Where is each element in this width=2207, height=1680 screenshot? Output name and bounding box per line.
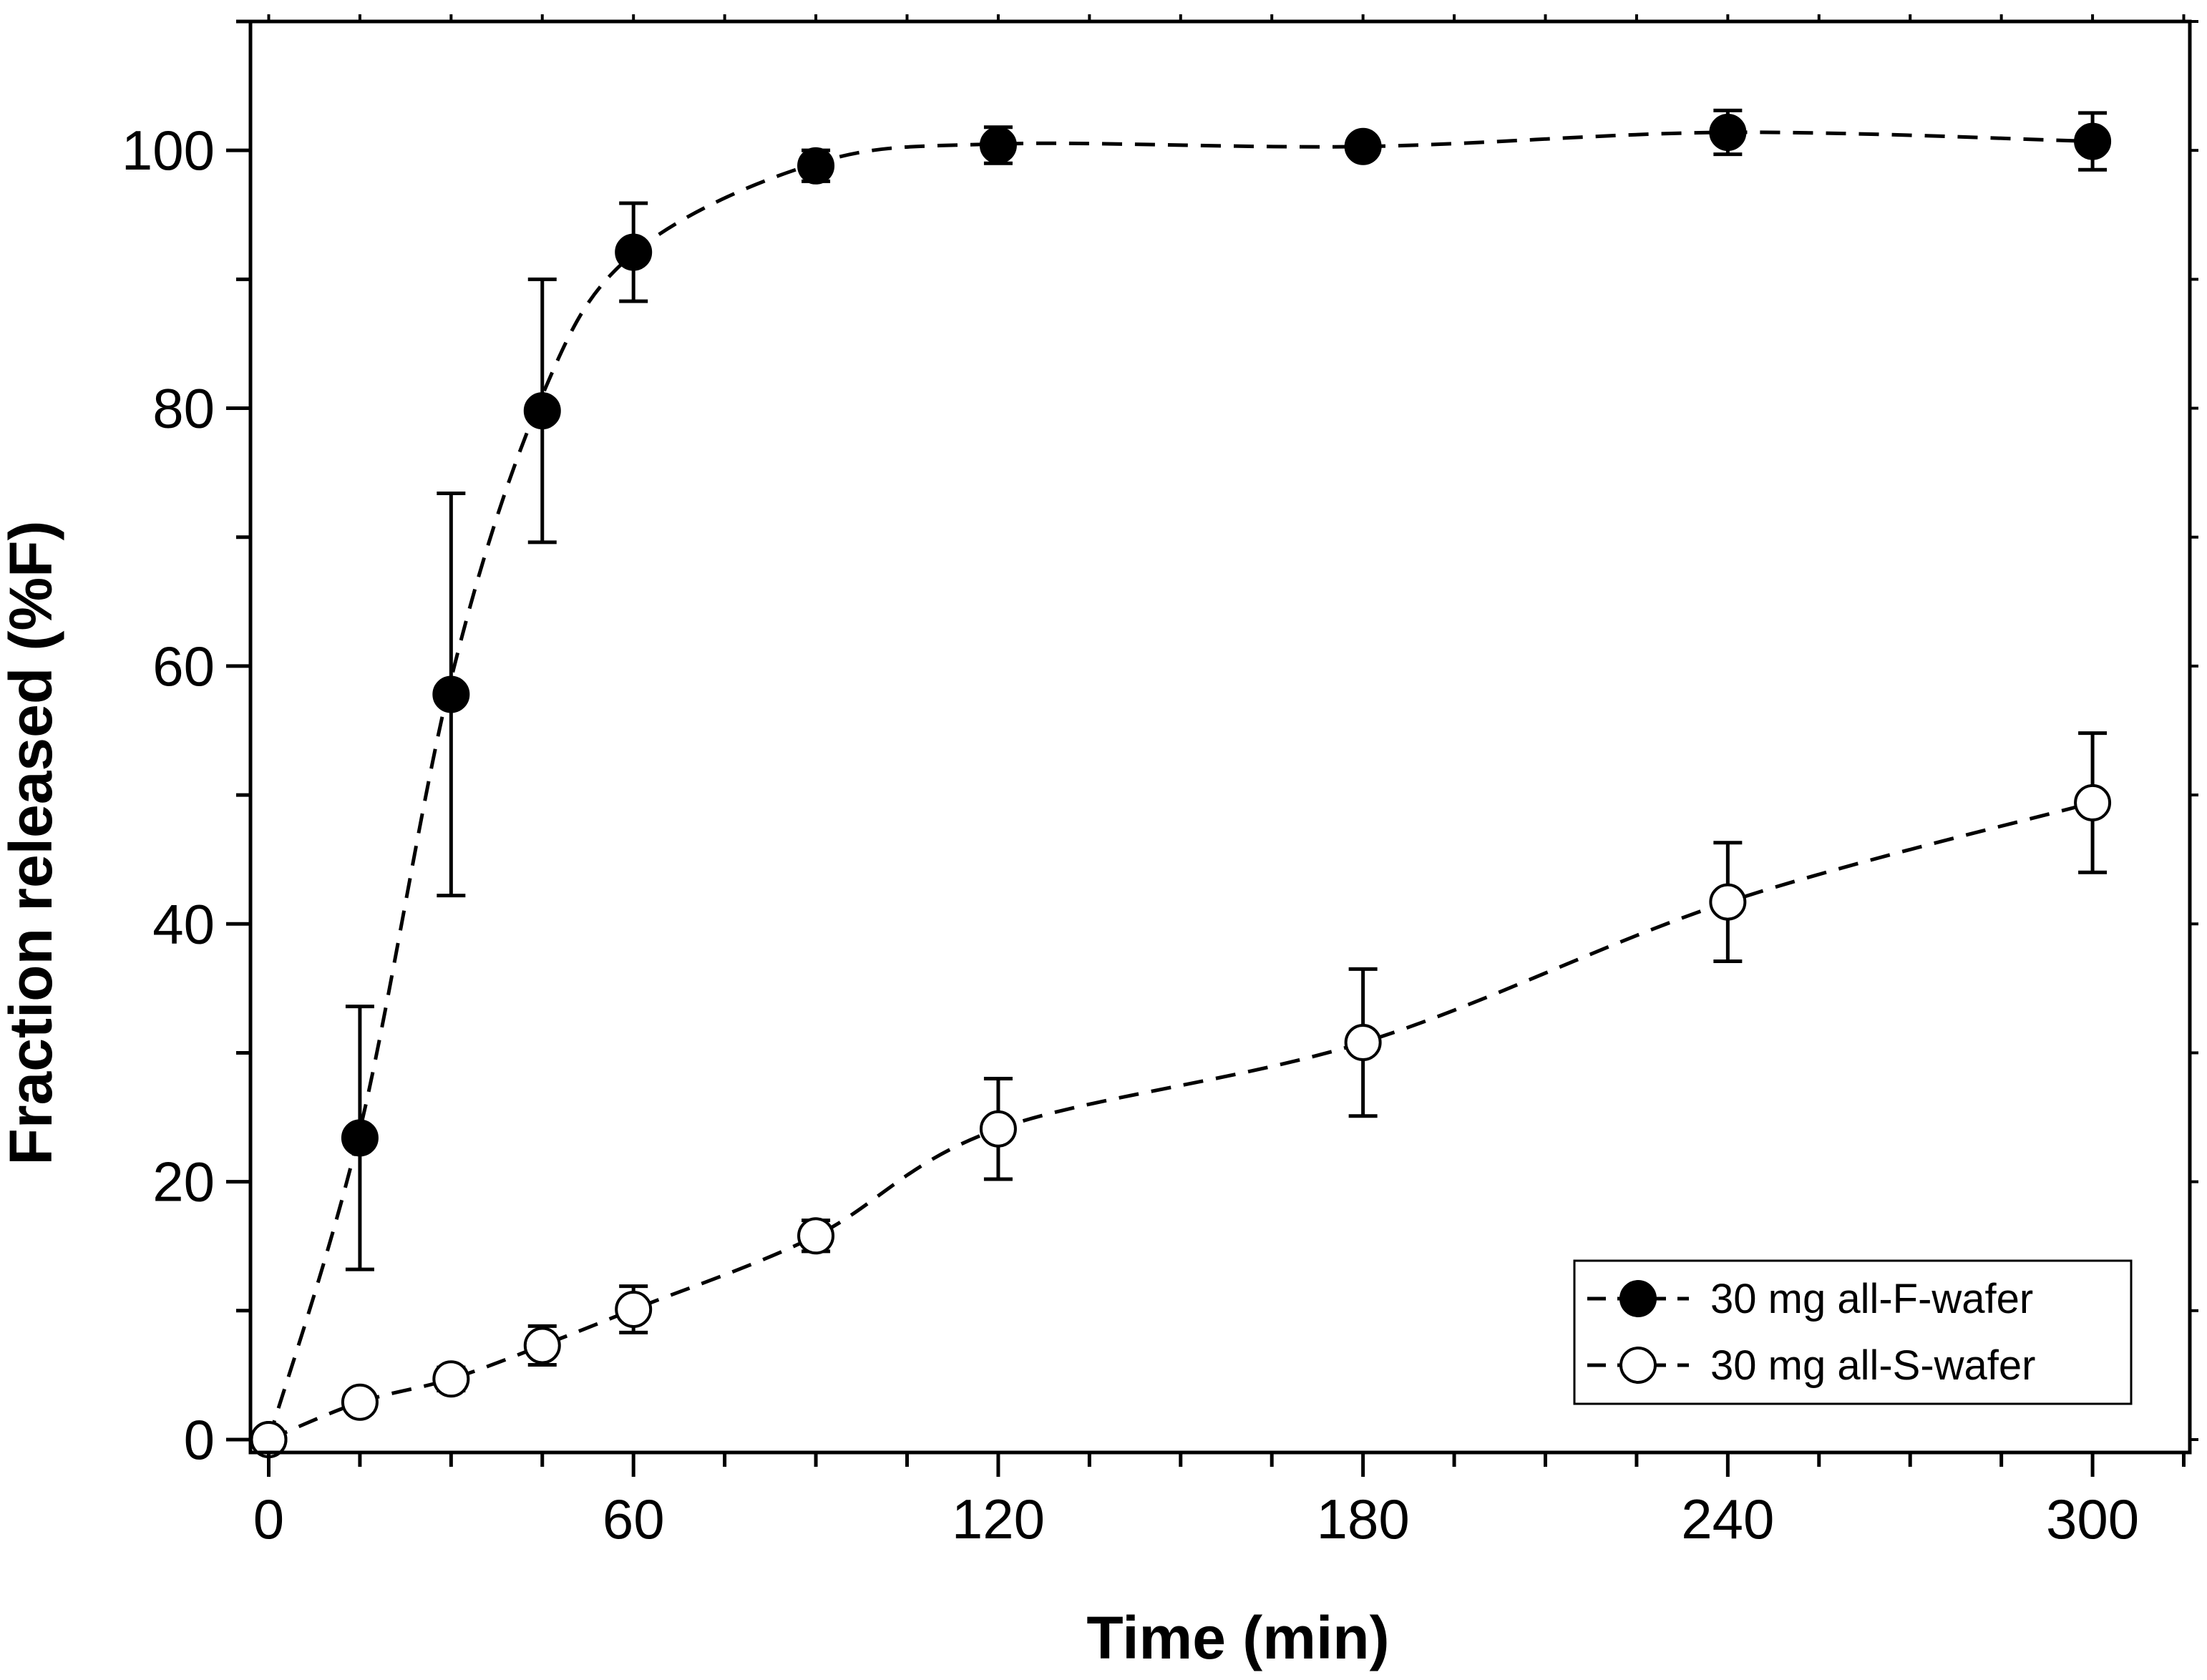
- y-tick-label: 40: [152, 892, 215, 955]
- x-tick-label: 0: [253, 1488, 284, 1550]
- data-point-series-1: [1709, 113, 1747, 151]
- legend-box: [1573, 1259, 2133, 1405]
- y-tick-label: 20: [152, 1151, 215, 1213]
- x-tick-label: 120: [952, 1488, 1045, 1550]
- data-point-series-2: [1344, 1024, 1382, 1062]
- y-tick-label: 60: [152, 635, 215, 698]
- data-point-series-2: [1709, 883, 1747, 921]
- legend-label-s-wafer: 30 mg all-S-wafer: [1710, 1342, 2035, 1389]
- data-point-series-1: [979, 126, 1017, 164]
- legend-entry-s-wafer: 30 mg all-S-wafer: [1587, 1342, 2035, 1389]
- data-point-series-1: [2074, 122, 2112, 160]
- data-point-series-2: [341, 1383, 379, 1421]
- data-point-series-2: [979, 1110, 1017, 1148]
- data-point-series-2: [797, 1217, 835, 1255]
- data-point-series-1: [1344, 127, 1382, 165]
- fit-line-series-1: [267, 130, 2093, 1440]
- x-tick-label: 60: [603, 1488, 665, 1550]
- fit-line-series-2: [268, 801, 2093, 1442]
- y-tick-label: 80: [152, 377, 215, 440]
- error-bars: [345, 108, 2108, 1415]
- y-tick-label: 0: [184, 1408, 215, 1471]
- data-point-series-2: [432, 1360, 470, 1398]
- x-axis-ticks: 0 60 120 180 240 300: [253, 14, 2186, 1550]
- x-tick-label: 240: [1681, 1488, 1774, 1550]
- fit-lines: [267, 130, 2093, 1442]
- data-point-series-1: [432, 675, 470, 713]
- x-tick-label: 300: [2046, 1488, 2139, 1550]
- legend-label-f-wafer: 30 mg all-F-wafer: [1710, 1276, 2033, 1322]
- legend-marker-f-wafer: [1619, 1280, 1657, 1317]
- plot-frame: [248, 19, 2192, 1455]
- x-axis-title: Time (min): [1086, 1604, 1389, 1671]
- legend: 30 mg all-F-wafer 30 mg all-S-wafer: [1573, 1259, 2133, 1405]
- data-point-series-1: [797, 147, 835, 185]
- y-axis-ticks: 0 20 40 60 80 100: [122, 19, 2198, 1471]
- y-axis-title: Fraction released (%F): [0, 521, 64, 1166]
- data-point-series-1: [615, 233, 653, 271]
- legend-marker-s-wafer: [1619, 1347, 1657, 1384]
- data-point-series-2: [615, 1291, 653, 1328]
- y-tick-label: 100: [122, 119, 215, 182]
- data-point-series-1: [523, 392, 561, 430]
- data-point-series-2: [2074, 783, 2112, 821]
- x-tick-label: 180: [1317, 1488, 1410, 1550]
- legend-entry-f-wafer: 30 mg all-F-wafer: [1587, 1276, 2033, 1322]
- data-markers: [250, 113, 2112, 1458]
- data-point-series-1: [341, 1119, 379, 1157]
- data-point-series-2: [523, 1327, 561, 1364]
